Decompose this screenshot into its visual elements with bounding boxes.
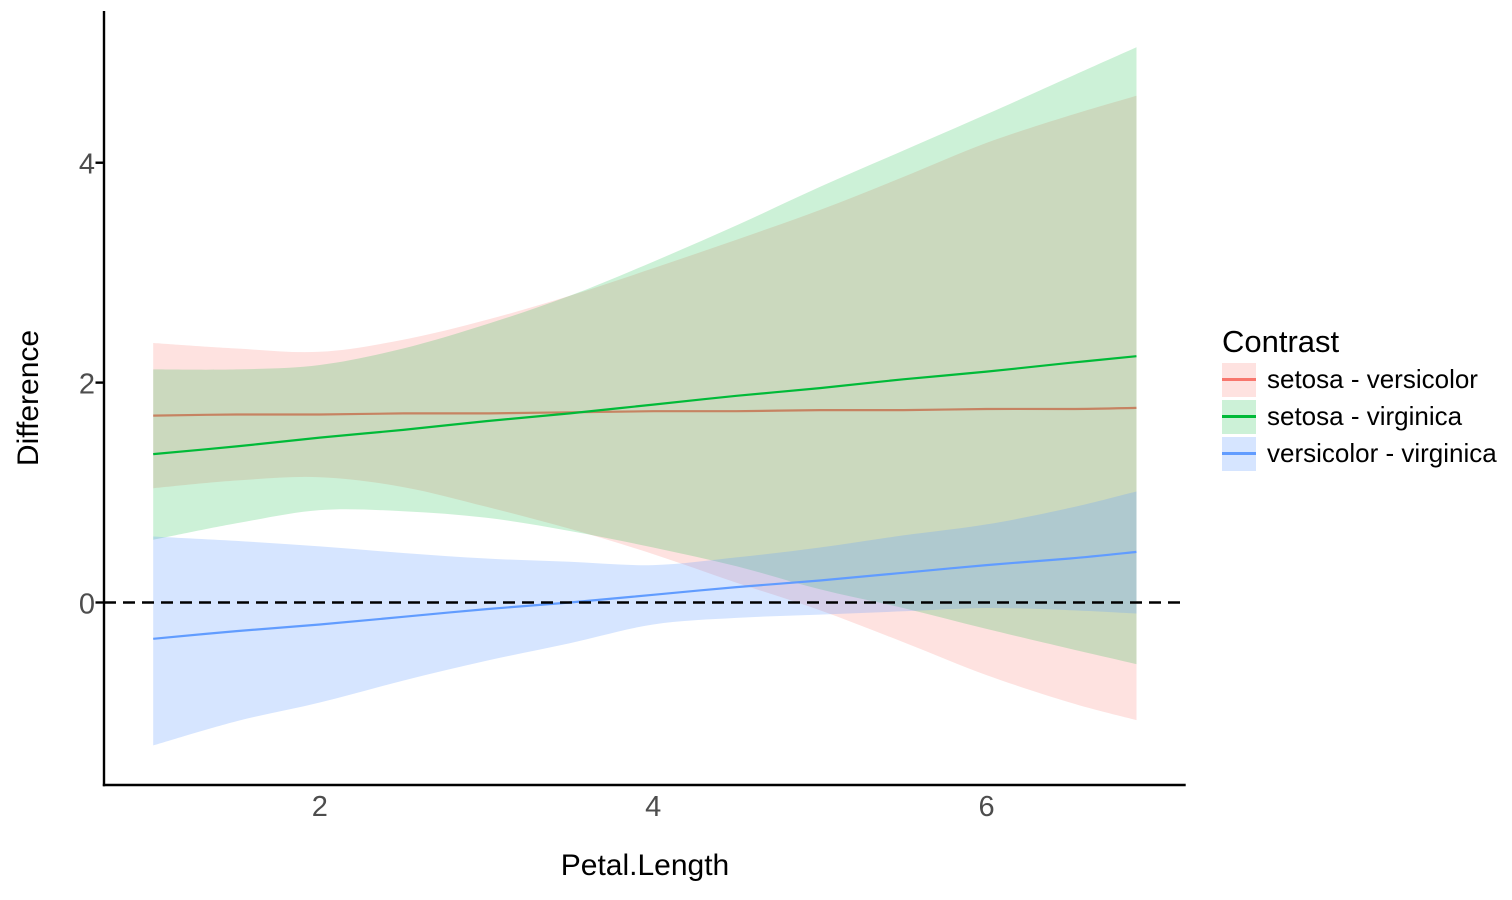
y-tick-label: 0 bbox=[79, 588, 95, 620]
legend: Contrast setosa - versicolor setosa - vi… bbox=[1222, 324, 1497, 472]
legend-item-setosa-versicolor: setosa - versicolor bbox=[1222, 361, 1497, 398]
legend-key-swatch bbox=[1222, 399, 1256, 434]
x-tick-label: 6 bbox=[978, 791, 994, 823]
x-tick-label: 2 bbox=[312, 791, 328, 823]
legend-key-swatch bbox=[1222, 362, 1256, 397]
legend-key-line bbox=[1222, 452, 1256, 455]
x-tick-label: 4 bbox=[645, 791, 661, 823]
legend-item-setosa-virginica: setosa - virginica bbox=[1222, 398, 1497, 435]
line-setosa-virginica bbox=[153, 355, 1137, 456]
legend-item-label: setosa - versicolor bbox=[1267, 364, 1478, 394]
y-tick-label: 4 bbox=[79, 149, 95, 181]
legend-item-label: setosa - virginica bbox=[1267, 401, 1463, 431]
legend-key-line bbox=[1222, 378, 1256, 381]
legend-key-swatch bbox=[1222, 436, 1256, 471]
y-tick-label: 2 bbox=[79, 369, 95, 401]
legend-item-versicolor-virginica: versicolor - virginica bbox=[1222, 435, 1497, 472]
line-versicolor-virginica bbox=[153, 550, 1137, 640]
x-axis-title: Petal.Length bbox=[560, 849, 730, 882]
ribbon-setosa-versicolor bbox=[153, 95, 1137, 721]
legend-title: Contrast bbox=[1222, 324, 1340, 359]
ribbon-versicolor-virginica bbox=[153, 491, 1137, 746]
legend-item-label: versicolor - virginica bbox=[1267, 438, 1497, 468]
legend-key-line bbox=[1222, 415, 1256, 418]
y-axis-title: Difference bbox=[12, 329, 45, 467]
ribbon-setosa-virginica bbox=[153, 47, 1137, 665]
line-setosa-versicolor bbox=[153, 406, 1137, 417]
